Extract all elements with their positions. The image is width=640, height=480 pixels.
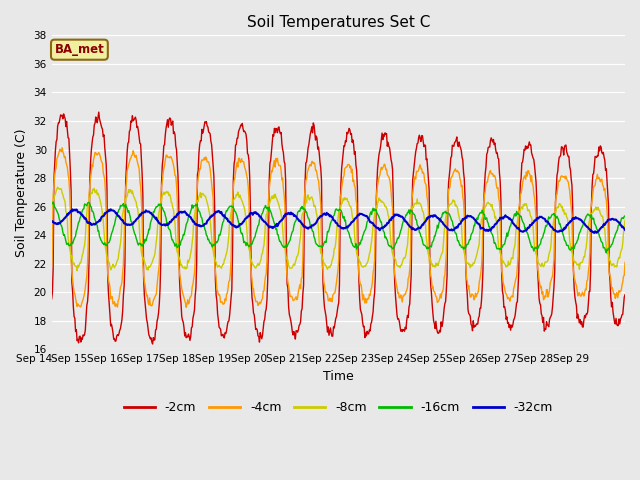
Y-axis label: Soil Temperature (C): Soil Temperature (C) [15,128,28,257]
Legend: -2cm, -4cm, -8cm, -16cm, -32cm: -2cm, -4cm, -8cm, -16cm, -32cm [118,396,558,420]
X-axis label: Time: Time [323,370,354,383]
Text: BA_met: BA_met [54,43,104,56]
Title: Soil Temperatures Set C: Soil Temperatures Set C [246,15,430,30]
